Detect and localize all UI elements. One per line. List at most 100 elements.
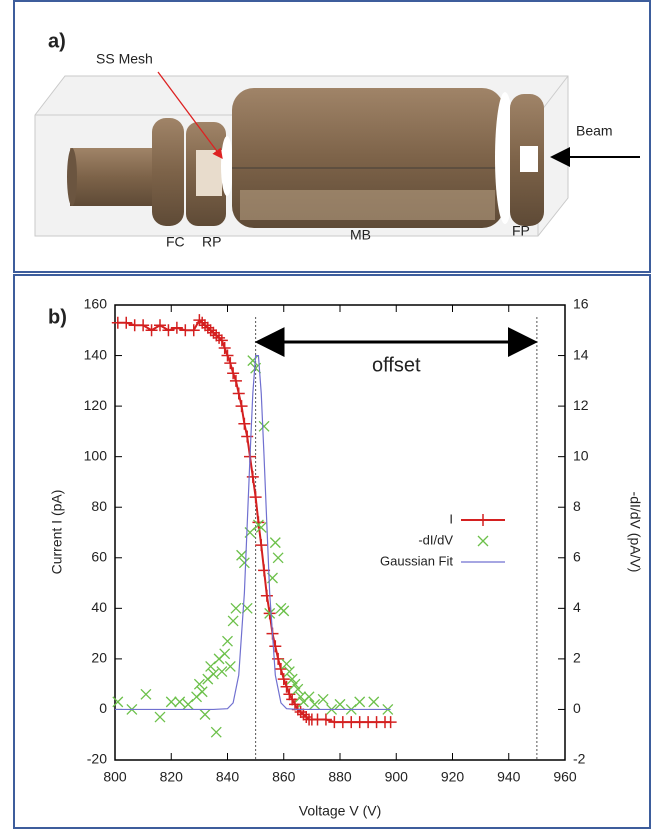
marker [196,316,209,329]
part-label: RP [202,234,221,250]
y2-tick-label: 6 [573,548,581,564]
marker [213,331,226,344]
marker [238,557,250,569]
legend-label: -dI/dV [418,532,453,547]
y-tick-label: 0 [99,700,107,716]
marker [235,400,248,413]
legend-label: Gaussian Fit [380,553,453,568]
marker [289,698,301,711]
marker [274,663,287,675]
marker [215,334,228,347]
y2-tick-label: 12 [573,397,589,413]
marker [269,537,281,549]
y-tick-label: 120 [84,397,108,413]
x-tick-label: 940 [497,769,521,785]
marker [319,713,332,726]
y2-tick-label: 0 [573,700,581,716]
legend-marker [477,514,489,526]
marker [170,321,183,334]
marker [201,321,214,334]
marker [294,705,307,718]
x-tick-label: 880 [328,769,352,785]
marker [165,696,177,708]
marker [334,698,346,710]
marker [204,324,217,337]
apparatus [34,75,569,237]
marker [145,324,158,337]
marker [278,605,290,617]
y-tick-label: 60 [91,548,107,564]
mesh-label: SS Mesh [96,51,153,67]
marker [272,552,284,564]
y2-tick-label: 14 [573,346,589,362]
mesh-arrow [157,71,223,160]
marker [303,691,315,703]
y-tick-label: 40 [91,599,107,615]
y2-tick-label: 4 [573,599,581,615]
marker [238,417,251,430]
y-tick-label: -20 [87,751,107,767]
y2-tick-label: 10 [573,447,589,463]
x-axis-label: Voltage V (V) [299,803,382,819]
plot-frame [114,304,566,761]
y2-tick-label: -2 [573,751,586,767]
marker [317,693,329,705]
marker [258,564,271,577]
y2-tick-label: 16 [573,296,589,312]
marker [236,549,248,561]
marker [221,349,234,362]
marker [199,709,211,720]
marker [384,716,397,729]
marker [216,666,228,677]
marker [300,711,313,724]
marker [281,658,293,670]
marker [162,324,175,337]
marker [140,688,152,700]
marker [260,589,273,602]
x-tick-label: 840 [216,769,240,785]
y-axis-label: Current I (pA) [49,490,65,575]
marker [112,696,124,708]
marker [207,326,220,339]
x-tick-label: 960 [553,769,577,785]
marker [137,319,150,332]
marker [255,521,267,533]
part-label: FC [166,234,185,250]
marker [283,666,295,677]
marker [174,696,186,708]
marker [252,516,265,529]
panel-b-border [13,274,651,829]
marker [210,329,223,342]
marker [219,648,231,660]
marker [207,668,219,680]
x-tick-label: 820 [160,769,184,785]
marker [258,420,270,432]
marker [368,696,380,708]
marker [227,615,239,627]
marker [154,711,166,723]
marker [264,607,276,619]
y-tick-label: 160 [84,296,108,312]
y2-tick-label: 8 [573,498,581,514]
marker [224,661,236,672]
beam-label: Beam [576,123,613,139]
annotation: offset [372,354,421,376]
marker [199,319,211,332]
x-tick-label: 800 [103,769,127,785]
marker [230,602,242,614]
marker [286,673,298,685]
marker [218,341,231,354]
marker [232,387,245,400]
marker [193,314,206,327]
y-tick-label: 20 [91,650,107,666]
panel-a-border [13,0,651,273]
x-tick-label: 900 [385,769,409,785]
marker [193,678,205,690]
marker [247,355,259,367]
marker [309,698,321,710]
x-tick-label: 860 [272,769,296,785]
series-line [115,354,391,711]
panel-label: a) [48,30,66,52]
marker [289,678,301,690]
